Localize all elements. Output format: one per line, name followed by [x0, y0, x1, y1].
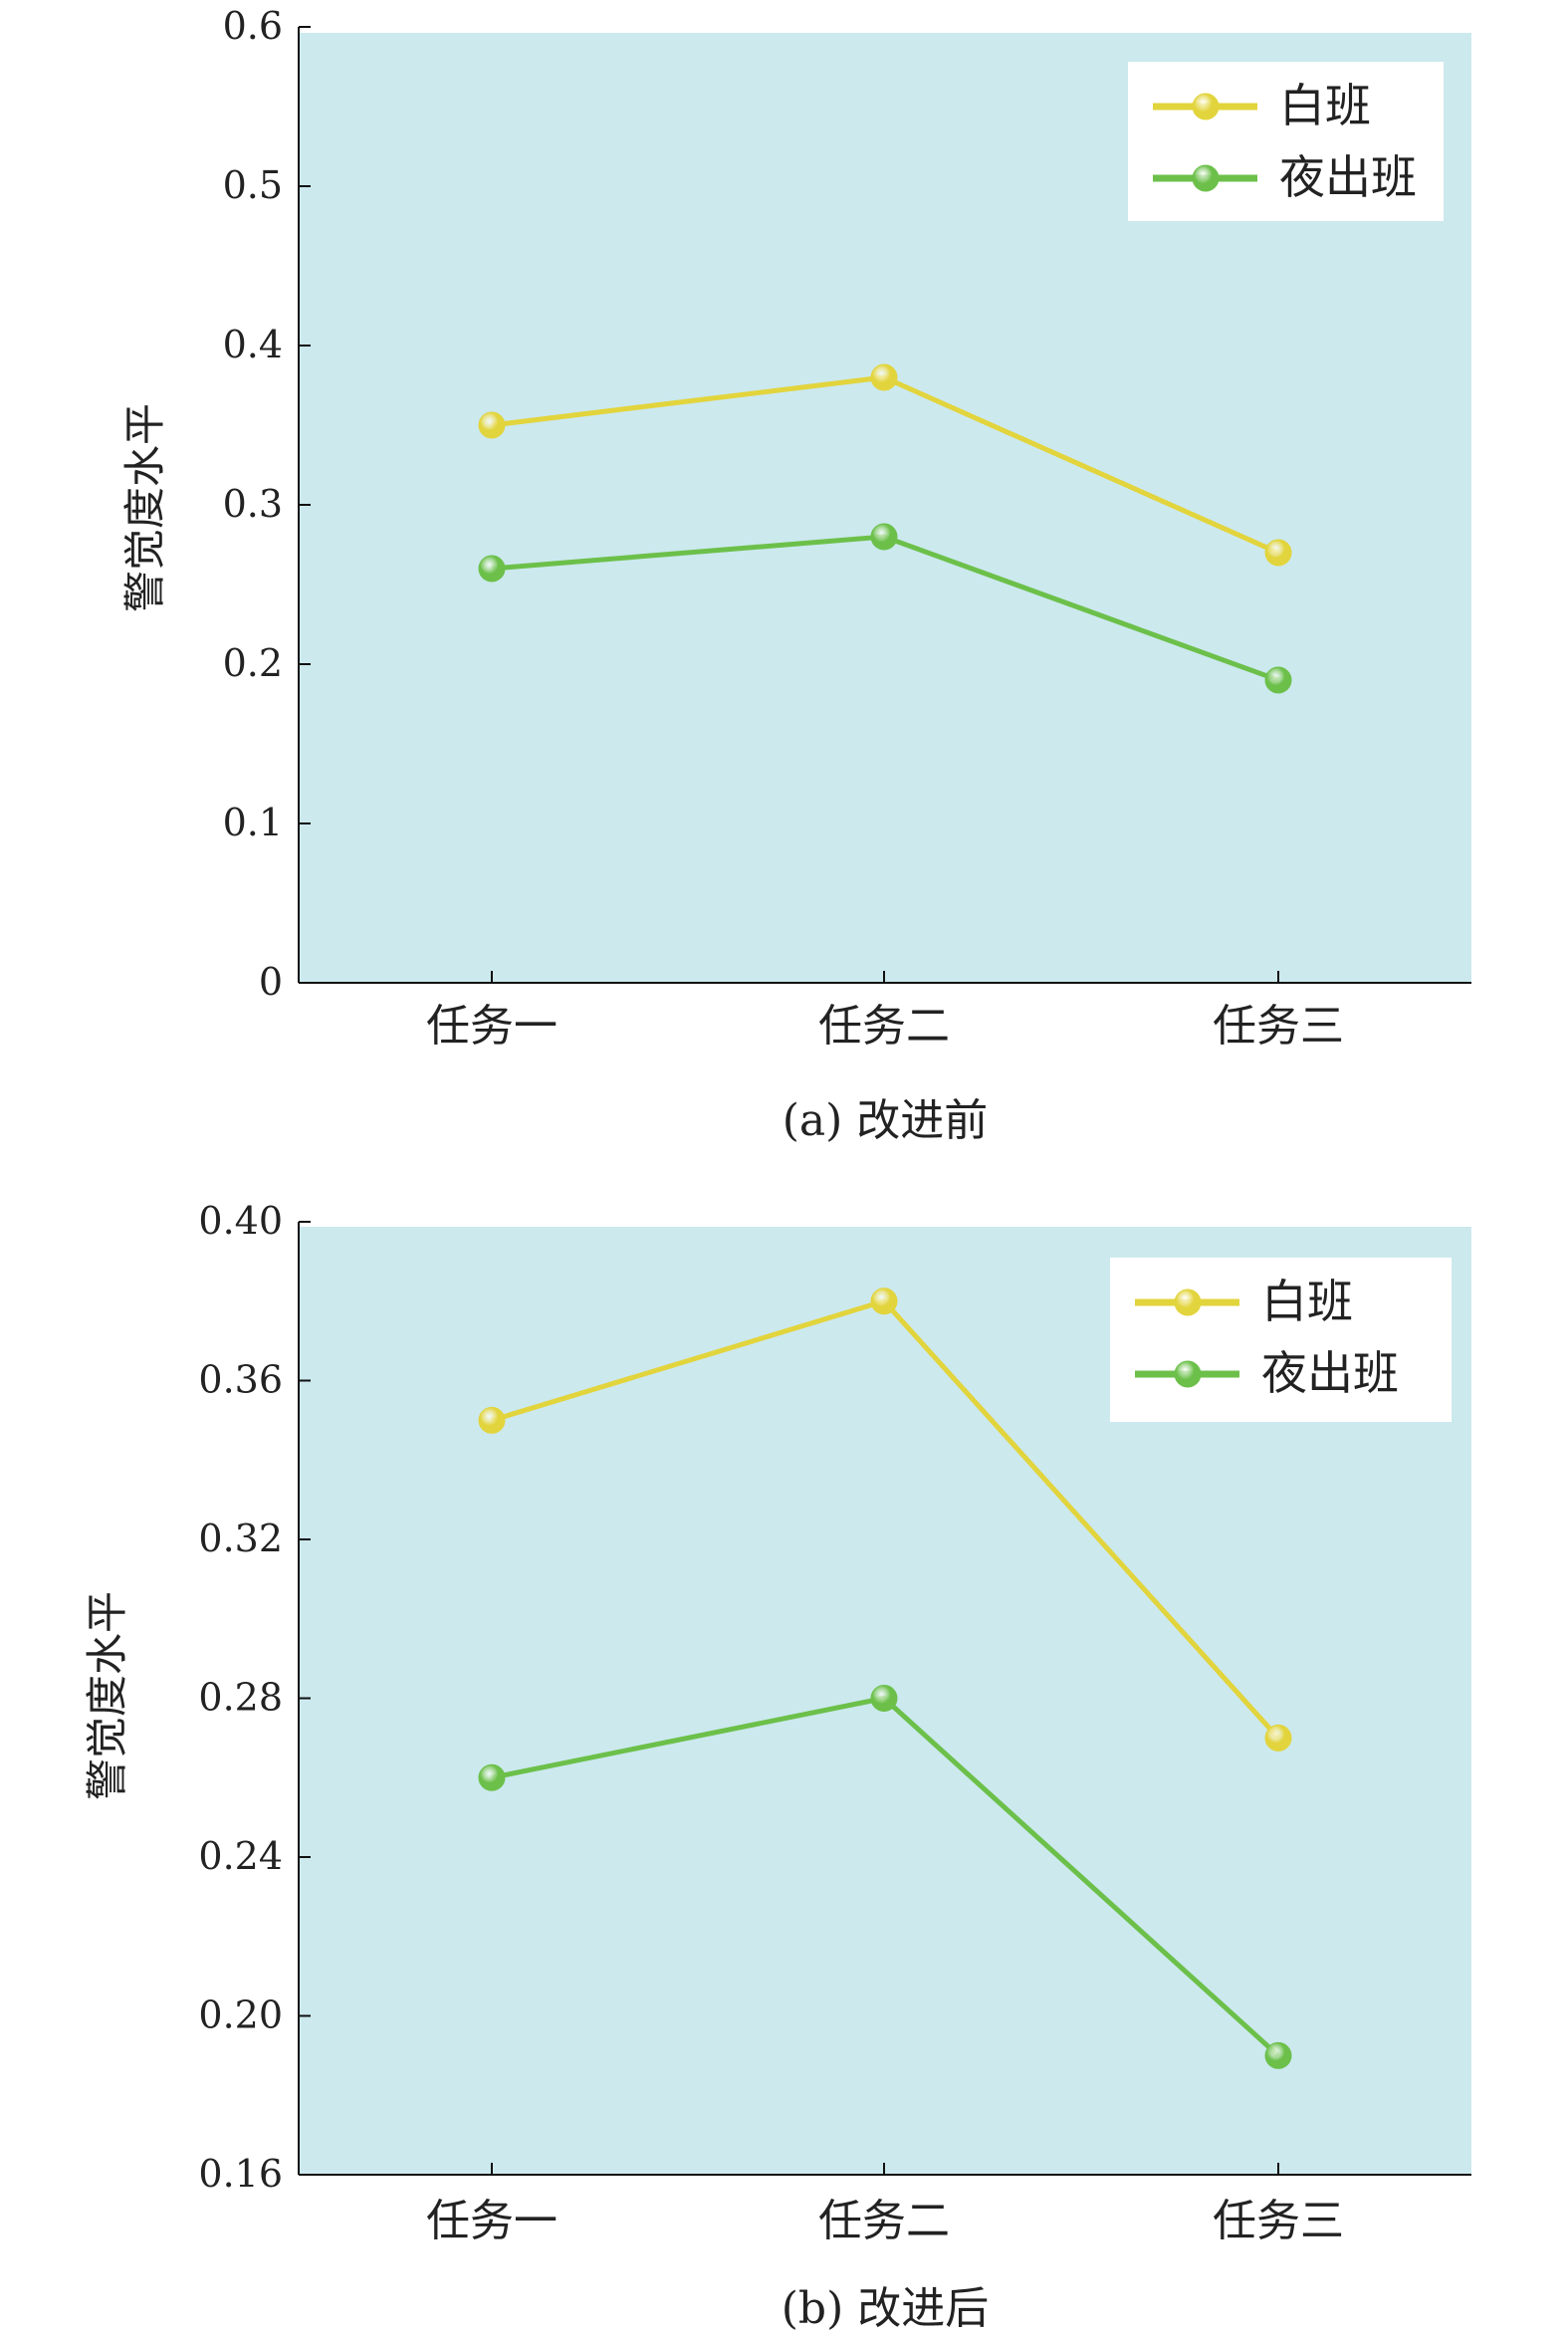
y-tick-label: 0.28 — [198, 1676, 283, 1720]
data-point-night — [870, 523, 898, 551]
legend-box — [1128, 62, 1444, 221]
chart-caption: (b) 改进后 — [782, 2283, 989, 2334]
y-tick-label: 0.40 — [198, 1199, 283, 1243]
legend-box — [1110, 1258, 1452, 1422]
y-tick-label: 0.4 — [223, 323, 283, 366]
legend-marker-day — [1192, 93, 1220, 120]
legend-marker-night — [1192, 164, 1220, 192]
x-tick-label: 任务三 — [1213, 2196, 1344, 2246]
data-point-day — [1264, 539, 1292, 567]
y-tick-label: 0.5 — [223, 163, 283, 207]
y-tick-label: 0.3 — [223, 482, 283, 526]
x-tick-label: 任务一 — [426, 1001, 558, 1052]
y-tick-label: 0.36 — [198, 1358, 283, 1402]
x-tick-label: 任务一 — [426, 2196, 558, 2246]
chart-caption: (a) 改进前 — [783, 1095, 989, 1146]
x-tick-label: 任务二 — [818, 2196, 950, 2246]
legend-label-day: 白班 — [1279, 79, 1371, 132]
y-tick-label: 0.2 — [223, 641, 283, 685]
data-point-day — [870, 1287, 898, 1315]
y-tick-label: 0.6 — [223, 4, 283, 48]
x-tick-label: 任务三 — [1213, 1001, 1344, 1052]
y-tick-label: 0.16 — [198, 2152, 283, 2196]
data-point-night — [870, 1685, 898, 1712]
data-point-night — [1264, 2041, 1292, 2069]
y-tick-label: 0.24 — [198, 1834, 283, 1878]
y-axis-label: 警觉度水平 — [120, 403, 169, 612]
y-tick-label: 0.32 — [198, 1517, 283, 1560]
chart-a: 0 0.1 0.2 0.3 0.4 0.5 0.6 任务一 任务二 任务三 警觉度水平 (a) 改进前… — [120, 4, 1471, 1146]
data-point-night — [1264, 666, 1292, 694]
y-axis-label: 警觉度水平 — [83, 1591, 131, 1800]
data-point-night — [478, 555, 506, 583]
data-point-night — [478, 1763, 506, 1791]
chart-b: 0.16 0.20 0.24 0.28 0.32 0.36 0.40 任务一 任务二 任务三 警觉度… — [83, 1199, 1471, 2334]
y-tick-label: 0.20 — [198, 1993, 283, 2037]
legend-label-night: 夜出班 — [1261, 1346, 1399, 1400]
legend-label-night: 夜出班 — [1279, 150, 1417, 204]
legend-marker-day — [1174, 1288, 1202, 1316]
data-point-day — [478, 411, 506, 439]
data-point-day — [478, 1406, 506, 1434]
y-tick-label: 0.1 — [223, 801, 283, 844]
data-point-day — [1264, 1724, 1292, 1752]
data-point-day — [870, 363, 898, 391]
x-tick-label: 任务二 — [818, 1001, 950, 1052]
y-tick-label: 0 — [259, 960, 283, 1004]
legend-marker-night — [1174, 1360, 1202, 1388]
legend-label-day: 白班 — [1261, 1275, 1353, 1328]
